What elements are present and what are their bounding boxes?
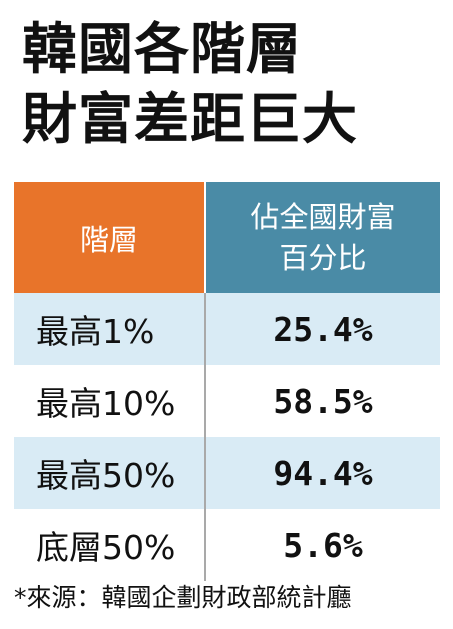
chart-title: 韓國各階層 財富差距巨大 bbox=[22, 14, 442, 154]
header-share-line-1: 佔全國財富 bbox=[250, 199, 396, 234]
header-tier: 階層 bbox=[14, 182, 204, 293]
row-value: 25.4% bbox=[273, 309, 373, 349]
row-label: 最高50% bbox=[36, 456, 176, 495]
title-line-2: 財富差距巨大 bbox=[22, 87, 359, 151]
column-divider bbox=[204, 509, 206, 581]
wealth-table: 階層 佔全國財富 百分比 最高1% 25.4% 最高10% 58.5% 最高50… bbox=[14, 182, 440, 581]
table-row-top-1: 最高1% 25.4% bbox=[14, 293, 440, 365]
row-label: 底層50% bbox=[36, 528, 176, 567]
row-value: 5.6% bbox=[283, 525, 363, 565]
title-line-1: 韓國各階層 bbox=[22, 17, 303, 81]
column-divider bbox=[204, 365, 206, 437]
row-label: 最高1% bbox=[36, 312, 155, 351]
table-row-top-50: 最高50% 94.4% bbox=[14, 437, 440, 509]
source-note: *來源：韓國企劃財政部統計廳 bbox=[14, 583, 352, 612]
column-divider bbox=[204, 437, 206, 509]
table-row-top-10: 最高10% 58.5% bbox=[14, 365, 440, 437]
table-header: 階層 佔全國財富 百分比 bbox=[14, 182, 440, 293]
header-share-line-2: 百分比 bbox=[279, 240, 367, 275]
header-share: 佔全國財富 百分比 bbox=[206, 182, 440, 293]
table-row-bottom-50: 底層50% 5.6% bbox=[14, 509, 440, 581]
row-label: 最高10% bbox=[36, 384, 176, 423]
row-value: 58.5% bbox=[273, 381, 373, 421]
column-divider bbox=[204, 293, 206, 365]
header-divider bbox=[204, 182, 206, 293]
row-value: 94.4% bbox=[273, 453, 373, 493]
